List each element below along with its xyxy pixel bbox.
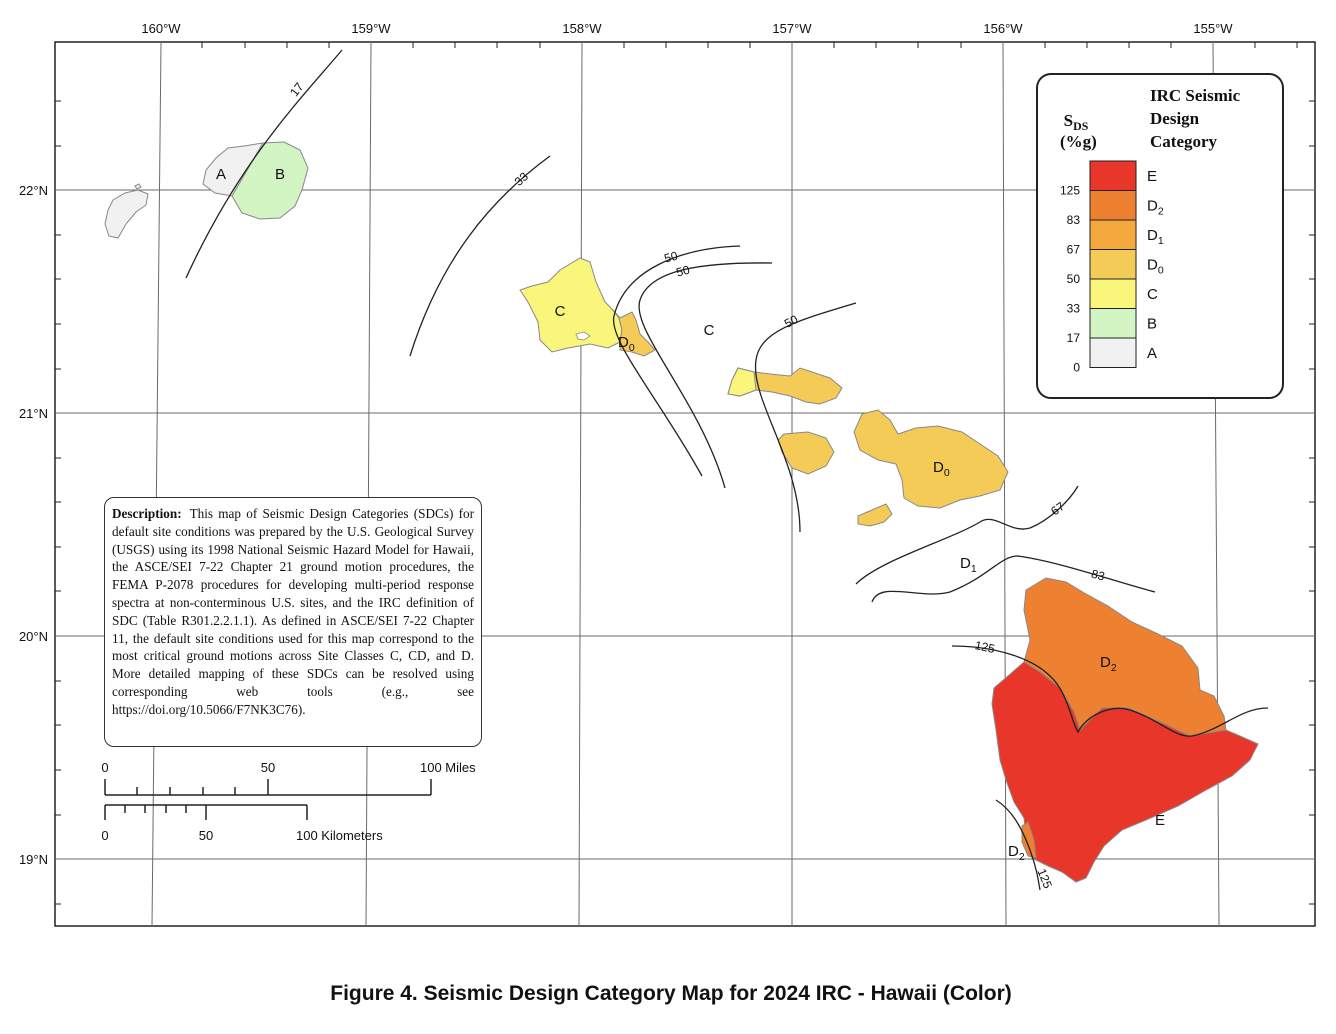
legend-category-d0: D0 [1147,256,1164,276]
lon-label-158w: 158°W [562,21,602,36]
legend-threshold-17: 17 [1067,331,1081,345]
legend-swatch-e [1089,160,1137,191]
island-oahu-west [519,257,623,353]
contour-17 [185,49,343,279]
region-label-d0-oahu: D0 [618,334,635,354]
region-label-d0-maui: D0 [933,459,950,479]
lat-label-20n: 20°N [19,629,48,644]
contour-125-a [951,645,1269,737]
lat-label-22n: 22°N [19,183,48,198]
legend-threshold-125: 125 [1060,184,1080,198]
lon-label-156w: 156°W [983,21,1023,36]
legend-category-e: E [1147,168,1157,185]
contour-50-a [612,245,741,477]
legend-category-b: B [1147,315,1157,332]
contour-label-125-a: 125 [974,638,997,656]
contour-label-50-c: 50 [782,312,801,331]
contour-label-50-a: 50 [663,249,680,266]
islet-lehua [134,183,142,190]
legend-swatch-d2 [1089,190,1137,221]
region-label-d1: D1 [960,555,977,575]
region-label-c-sea: C [704,322,715,339]
legend-unit-label: (%g) [1060,132,1097,151]
legend-title-line-1: IRC Seismic [1150,86,1241,105]
legend-category-d1: D1 [1147,227,1164,247]
scale-bar-miles [104,779,432,796]
contour-33 [409,155,551,357]
figure-caption: Figure 4. Seismic Design Category Map fo… [330,982,1012,1005]
scale-miles-50: 50 [261,760,275,775]
legend-swatch-b [1089,308,1137,339]
seismic-map: 160°W 159°W 158°W 157°W 156°W 155°W 22°N… [19,21,1316,927]
legend-swatch-d0 [1089,249,1137,280]
scale-km-0: 0 [101,828,108,843]
region-label-d2-south: D2 [1008,843,1025,863]
region-label-d2-hawaii: D2 [1100,654,1117,674]
legend-title-line-3: Category [1150,132,1218,151]
legend-sds-label: SDS [1064,111,1089,133]
contour-67 [855,485,1079,585]
lon-label-159w: 159°W [351,21,391,36]
region-label-a: A [216,166,226,183]
contour-50-b [638,262,773,489]
legend-swatches: E D2 D1 D0 CBA 125 83 67 50 33 17 0 [1060,160,1164,375]
pearl-harbor [575,331,591,341]
legend-threshold-83: 83 [1067,213,1081,227]
lat-label-19n: 19°N [19,852,48,867]
scale-miles-0: 0 [101,760,108,775]
contour-125-b [995,799,1041,891]
contour-label-50-b: 50 [675,263,692,280]
island-kauai-east [231,141,309,220]
legend-swatch-a [1089,337,1137,368]
contour-label-83: 83 [1090,567,1107,584]
region-label-e: E [1155,812,1165,829]
region-label-c-oahu: C [555,303,566,320]
scale-miles-100: 100 Miles [420,760,476,775]
legend-threshold-50: 50 [1067,272,1081,286]
region-label-b: B [275,166,285,183]
scale-bar-km [104,804,308,820]
legend-swatch-c [1089,278,1137,309]
island-molokai-west [727,367,757,397]
island-kauai-west [202,142,264,197]
contour-50-c [754,302,857,533]
legend-threshold-33: 33 [1067,302,1081,316]
legend-swatch-d1 [1089,219,1137,250]
island-maui [853,409,1009,509]
lat-label-21n: 21°N [19,406,48,421]
legend-title-line-2: Design [1150,109,1200,128]
description-box: Description: This map of Seismic Design C… [104,497,482,747]
legend-category-c: C [1147,286,1158,303]
legend-category-d2: D2 [1147,197,1164,217]
legend-threshold-0: 0 [1073,361,1080,375]
scale-km-100: 100 Kilometers [296,828,383,843]
island-niihau [104,189,149,239]
lon-label-155w: 155°W [1193,21,1233,36]
frame-ticks [55,42,1315,905]
contour-lines [185,49,1269,891]
island-hawaii-d2-patch [1021,821,1037,859]
lon-label-160w: 160°W [141,21,181,36]
island-oahu-east [612,309,656,357]
scale-km-50: 50 [199,828,213,843]
description-heading: Description: [112,506,182,521]
legend-threshold-67: 67 [1067,243,1081,257]
contour-83 [871,555,1156,603]
legend-category-a: A [1147,345,1157,362]
island-kahoolawe [857,503,893,527]
lon-label-157w: 157°W [772,21,812,36]
legend: IRC Seismic Design Category SDS (%g) E D2… [1036,73,1284,399]
description-text: This map of Seismic Design Categories (S… [112,506,474,717]
